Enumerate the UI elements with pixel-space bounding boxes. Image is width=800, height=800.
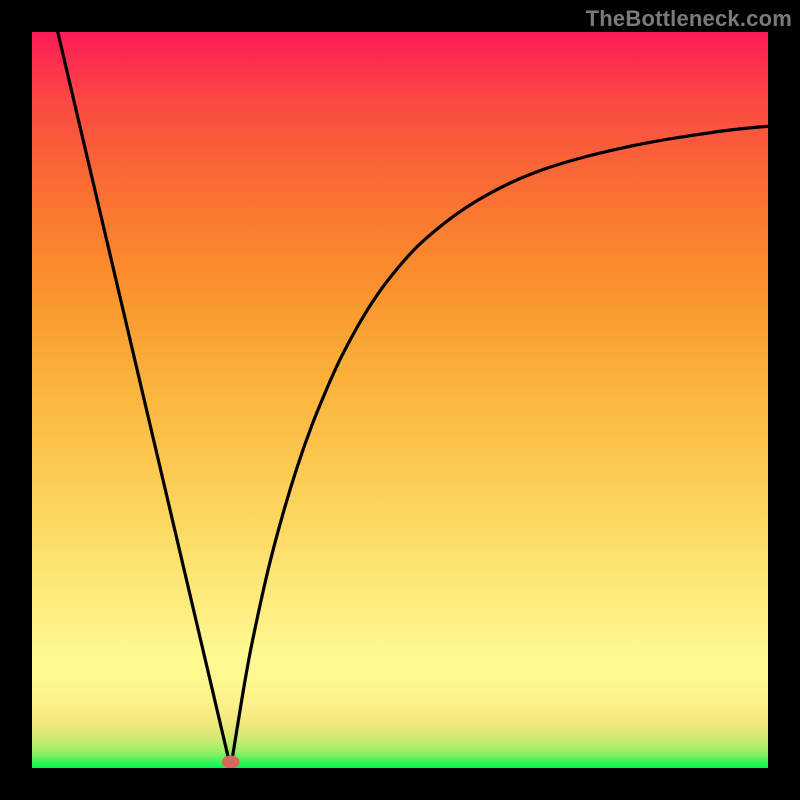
vertex-marker [32,32,768,768]
chart-container: TheBottleneck.com [0,0,800,800]
watermark-text: TheBottleneck.com [586,6,792,32]
plot-area [32,32,768,768]
